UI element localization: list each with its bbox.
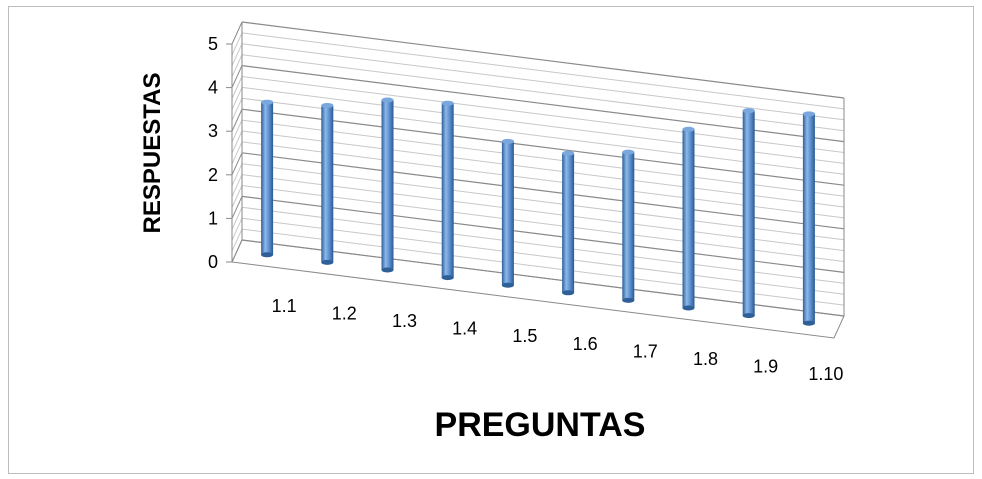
x-tick-label: 1.4 — [452, 319, 477, 339]
side-wall-line — [231, 163, 243, 186]
y-tick-label: 3 — [208, 121, 218, 141]
side-wall-line — [231, 196, 243, 219]
floor-plane — [231, 239, 845, 339]
side-wall-line — [231, 130, 243, 154]
bar — [261, 99, 274, 258]
side-wall-line — [231, 98, 243, 121]
side-wall-line — [231, 76, 243, 99]
y-tick-label: 4 — [208, 78, 218, 98]
side-wall-line — [231, 174, 243, 197]
x-tick-label: 1.8 — [693, 349, 718, 369]
bar — [562, 150, 575, 296]
bar — [501, 138, 514, 288]
bar — [441, 100, 454, 281]
x-tick-label: 1.2 — [332, 303, 357, 323]
tick-labels: 0 1 2 3 4 5 1.1 1.2 1.3 1.4 1.5 1.6 1.7 1.8 1.9 1.10 — [208, 34, 843, 384]
side-wall-line — [231, 152, 243, 176]
side-wall-line — [231, 21, 243, 45]
bar — [381, 97, 394, 273]
x-tick-label: 1.1 — [272, 296, 297, 316]
bar — [742, 108, 755, 319]
side-wall-line — [231, 87, 243, 110]
x-tick-label: 1.3 — [392, 311, 417, 331]
side-wall-line — [231, 43, 243, 67]
side-wall-line — [231, 141, 243, 165]
bar — [321, 102, 334, 265]
x-tick-label: 1.6 — [573, 334, 598, 354]
side-wall-line — [231, 32, 243, 56]
x-tick-label: 1.7 — [633, 341, 658, 361]
x-axis-title: PREGUNTAS — [435, 406, 646, 444]
x-tick-label: 1.10 — [808, 364, 843, 384]
gridline-minor — [241, 32, 845, 110]
y-axis-title: RESPUESTAS — [139, 73, 166, 234]
bar — [622, 149, 635, 303]
gridline-major — [241, 21, 845, 99]
bar — [802, 111, 815, 326]
x-tick-label: 1.9 — [753, 357, 778, 377]
x-tick-label: 1.5 — [512, 326, 537, 346]
y-tick-label: 5 — [208, 34, 218, 54]
side-wall-line — [231, 228, 243, 252]
side-wall-line — [231, 185, 243, 208]
gridline-minor — [241, 43, 845, 121]
bars — [261, 97, 815, 326]
side-wall-line — [231, 207, 243, 230]
side-wall-line — [231, 108, 243, 132]
y-tick-label: 1 — [208, 208, 218, 228]
bar — [682, 126, 695, 311]
side-wall-line — [231, 217, 243, 241]
y-tick-label: 2 — [208, 165, 218, 185]
side-wall-line — [231, 119, 243, 143]
side-wall-line — [231, 54, 243, 77]
y-tick-label: 0 — [208, 252, 218, 272]
side-wall-line — [231, 65, 243, 88]
